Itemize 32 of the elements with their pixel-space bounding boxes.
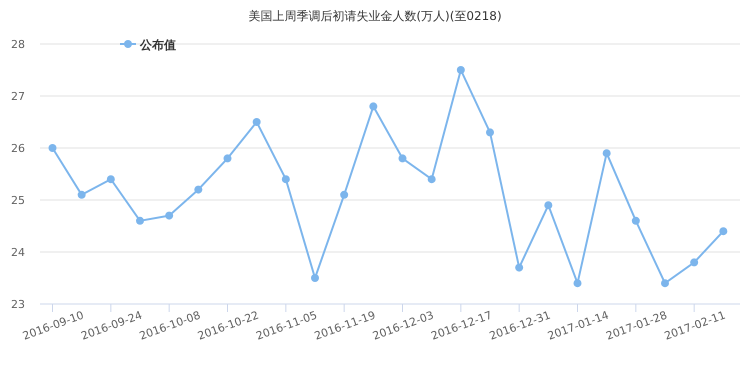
point [106, 175, 115, 184]
point [252, 118, 261, 126]
point [282, 175, 290, 184]
point [515, 264, 524, 272]
point [165, 212, 174, 220]
point [602, 149, 611, 158]
point [632, 216, 640, 225]
point [194, 186, 202, 194]
point [690, 258, 698, 266]
point [428, 175, 436, 184]
point [486, 128, 494, 136]
y-tick-label: 27 [11, 90, 25, 103]
point [311, 274, 319, 282]
point [224, 154, 232, 162]
y-tick-label: 23 [11, 298, 25, 311]
chart-title: 美国上周季调后初请失业金人数(万人)(至0218) [248, 9, 502, 23]
y-tick-label: 25 [11, 194, 25, 207]
point [136, 216, 144, 225]
y-tick-label: 28 [11, 38, 25, 51]
point [48, 144, 56, 152]
y-tick-label: 24 [11, 246, 25, 259]
point [719, 227, 728, 236]
point [661, 279, 669, 288]
y-tick-label: 26 [11, 142, 25, 155]
point [398, 154, 406, 162]
point [544, 201, 552, 210]
point [456, 66, 465, 74]
point [340, 190, 348, 199]
point [574, 279, 582, 288]
point [78, 190, 86, 199]
point [369, 102, 378, 110]
legend-label: 公布值 [139, 38, 176, 52]
